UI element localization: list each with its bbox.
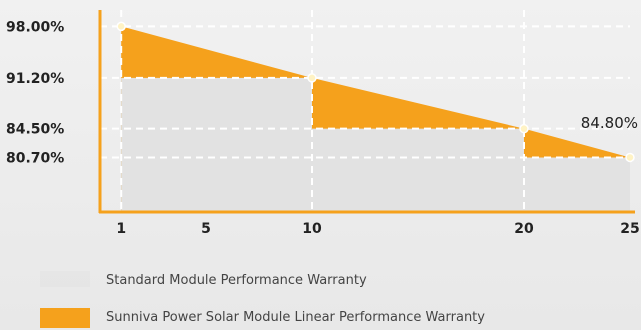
x-tick-label-1: 5 [201, 221, 211, 237]
standard-warranty-area [121, 77, 630, 212]
data-point-2 [519, 123, 529, 134]
x-tick-label-2: 10 [302, 221, 322, 237]
data-point-3 [625, 152, 635, 163]
annotation-label-0: 84.80% [581, 114, 638, 132]
data-point-0 [116, 21, 126, 32]
y-tick-label-1: 91.20% [6, 71, 64, 87]
y-tick-label-3: 80.70% [6, 150, 64, 166]
y-tick-label-2: 84.50% [6, 122, 64, 138]
x-tick-label-3: 20 [514, 221, 534, 237]
y-tick-label-0: 98.00% [6, 19, 64, 35]
legend-swatch-1 [40, 308, 90, 328]
x-tick-label-0: 1 [116, 221, 126, 237]
data-point-1 [307, 73, 317, 83]
legend-label-0: Standard Module Performance Warranty [106, 273, 367, 288]
legend-label-1: Sunniva Power Solar Module Linear Perfor… [106, 310, 485, 325]
x-tick-label-4: 25 [620, 221, 639, 237]
legend-swatch-0 [40, 271, 90, 287]
